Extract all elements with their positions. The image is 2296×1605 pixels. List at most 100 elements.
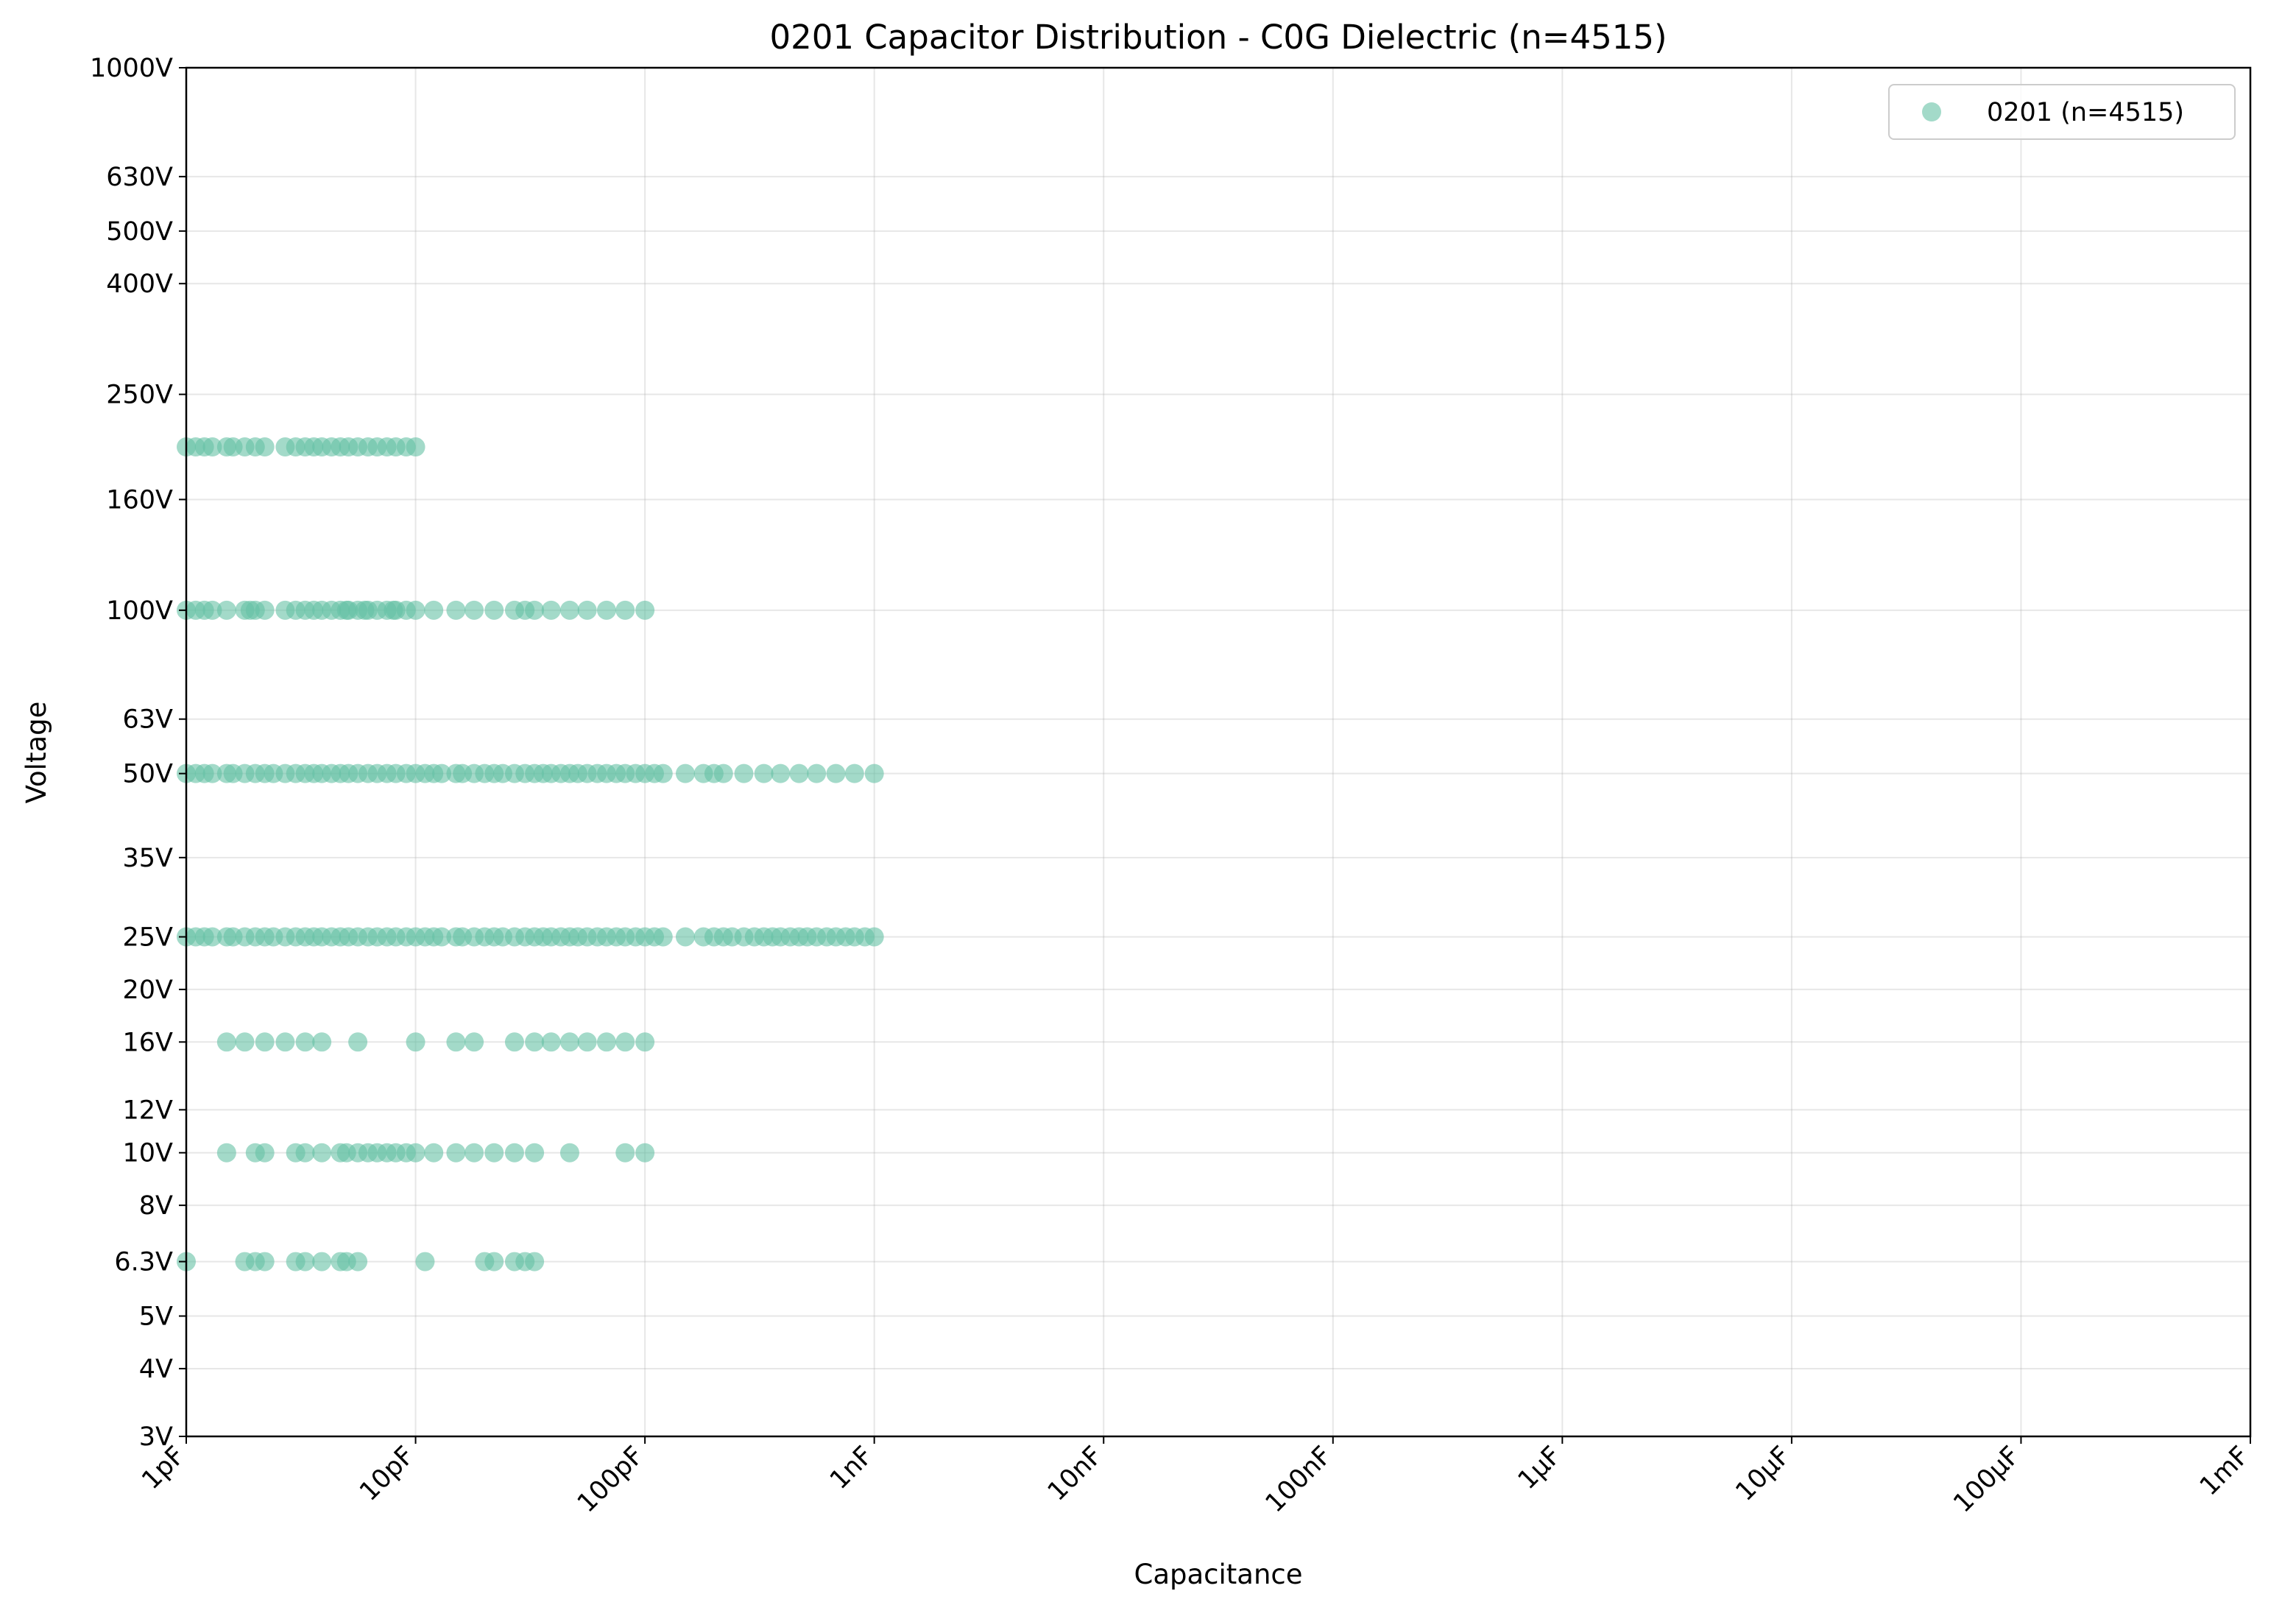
legend-frame: [1888, 84, 2236, 140]
data-point: [432, 927, 452, 947]
y-tick-label: 500V: [106, 217, 173, 247]
data-point: [525, 1032, 545, 1052]
data-point: [348, 1252, 368, 1271]
data-point: [202, 927, 222, 947]
plot-frame: [185, 66, 2252, 1438]
data-point: [504, 1143, 524, 1163]
data-point: [675, 763, 695, 783]
data-point: [432, 763, 452, 783]
y-tick-label: 4V: [139, 1355, 173, 1384]
data-point: [202, 600, 222, 620]
data-point: [295, 1143, 315, 1163]
y-axis-title: Voltage: [21, 702, 52, 804]
data-point: [202, 763, 222, 783]
data-point: [615, 600, 635, 620]
legend-marker: [1922, 102, 1941, 121]
data-point: [312, 1252, 332, 1271]
data-point: [807, 763, 827, 783]
y-tick-label: 5V: [139, 1302, 173, 1332]
data-point: [653, 763, 673, 783]
data-point: [406, 1143, 425, 1163]
y-tick-label: 35V: [123, 844, 174, 873]
data-point: [424, 1143, 444, 1163]
data-point: [596, 600, 616, 620]
data-point: [615, 1143, 635, 1163]
data-point: [312, 1032, 332, 1052]
data-point: [596, 1032, 616, 1052]
x-axis-title: Capacitance: [1134, 1559, 1302, 1590]
y-tick-label: 3V: [139, 1422, 173, 1452]
data-point: [635, 1032, 655, 1052]
data-point: [465, 1032, 484, 1052]
data-point: [559, 1032, 579, 1052]
y-tick-label: 12V: [123, 1096, 174, 1125]
y-tick-label: 10V: [123, 1139, 174, 1168]
data-point: [446, 1143, 466, 1163]
data-point: [424, 600, 444, 620]
y-tick-label: 400V: [106, 269, 173, 299]
data-point: [295, 1032, 315, 1052]
data-point: [235, 1032, 255, 1052]
data-point: [465, 600, 484, 620]
legend: 0201 (n=4515): [1888, 84, 2236, 140]
data-point: [504, 1032, 524, 1052]
y-tick-label: 50V: [123, 760, 174, 789]
data-point: [255, 1252, 275, 1271]
data-point: [406, 437, 425, 457]
data-point: [734, 763, 754, 783]
y-tick-label: 6.3V: [114, 1248, 173, 1277]
scatter-points: [177, 437, 884, 1271]
data-point: [826, 763, 846, 783]
data-point: [348, 1032, 368, 1052]
data-point: [465, 1143, 484, 1163]
data-point: [713, 763, 733, 783]
data-point: [864, 927, 884, 947]
data-point: [864, 763, 884, 783]
y-tick-label: 16V: [123, 1028, 174, 1057]
data-point: [559, 600, 579, 620]
data-point: [635, 1143, 655, 1163]
data-point: [312, 1143, 332, 1163]
data-point: [415, 1252, 435, 1271]
y-tick-label: 25V: [123, 923, 174, 952]
chart-title: 0201 Capacitor Distribution - C0G Dielec…: [769, 18, 1667, 57]
data-point: [216, 600, 236, 620]
data-point: [525, 1252, 545, 1271]
data-point: [541, 1032, 561, 1052]
data-point: [406, 600, 425, 620]
data-point: [525, 1143, 545, 1163]
y-tick-label: 100V: [106, 596, 173, 626]
data-point: [771, 763, 791, 783]
data-point: [577, 1032, 597, 1052]
data-point: [484, 600, 504, 620]
data-point: [295, 1252, 315, 1271]
data-point: [577, 600, 597, 620]
data-point: [525, 600, 545, 620]
y-tick-label: 20V: [123, 976, 174, 1005]
y-tick-label: 160V: [106, 485, 173, 515]
data-point: [255, 1032, 275, 1052]
data-point: [255, 1143, 275, 1163]
legend-label: 0201 (n=4515): [1987, 98, 2184, 127]
data-point: [255, 437, 275, 457]
y-tick-label: 63V: [123, 705, 174, 735]
data-point: [615, 1032, 635, 1052]
data-point: [789, 763, 809, 783]
grid: [186, 67, 2251, 1437]
data-point: [635, 600, 655, 620]
data-point: [484, 1143, 504, 1163]
data-point: [255, 600, 275, 620]
data-point: [216, 1032, 236, 1052]
data-point: [653, 927, 673, 947]
y-tick-label: 250V: [106, 381, 173, 410]
data-point: [275, 1032, 295, 1052]
y-tick-label: 1000V: [90, 54, 173, 83]
data-point: [216, 1143, 236, 1163]
data-point: [559, 1143, 579, 1163]
data-point: [484, 1252, 504, 1271]
data-point: [446, 600, 466, 620]
data-point: [446, 1032, 466, 1052]
y-tick-label: 630V: [106, 163, 173, 192]
y-tick-label: 8V: [139, 1191, 173, 1221]
